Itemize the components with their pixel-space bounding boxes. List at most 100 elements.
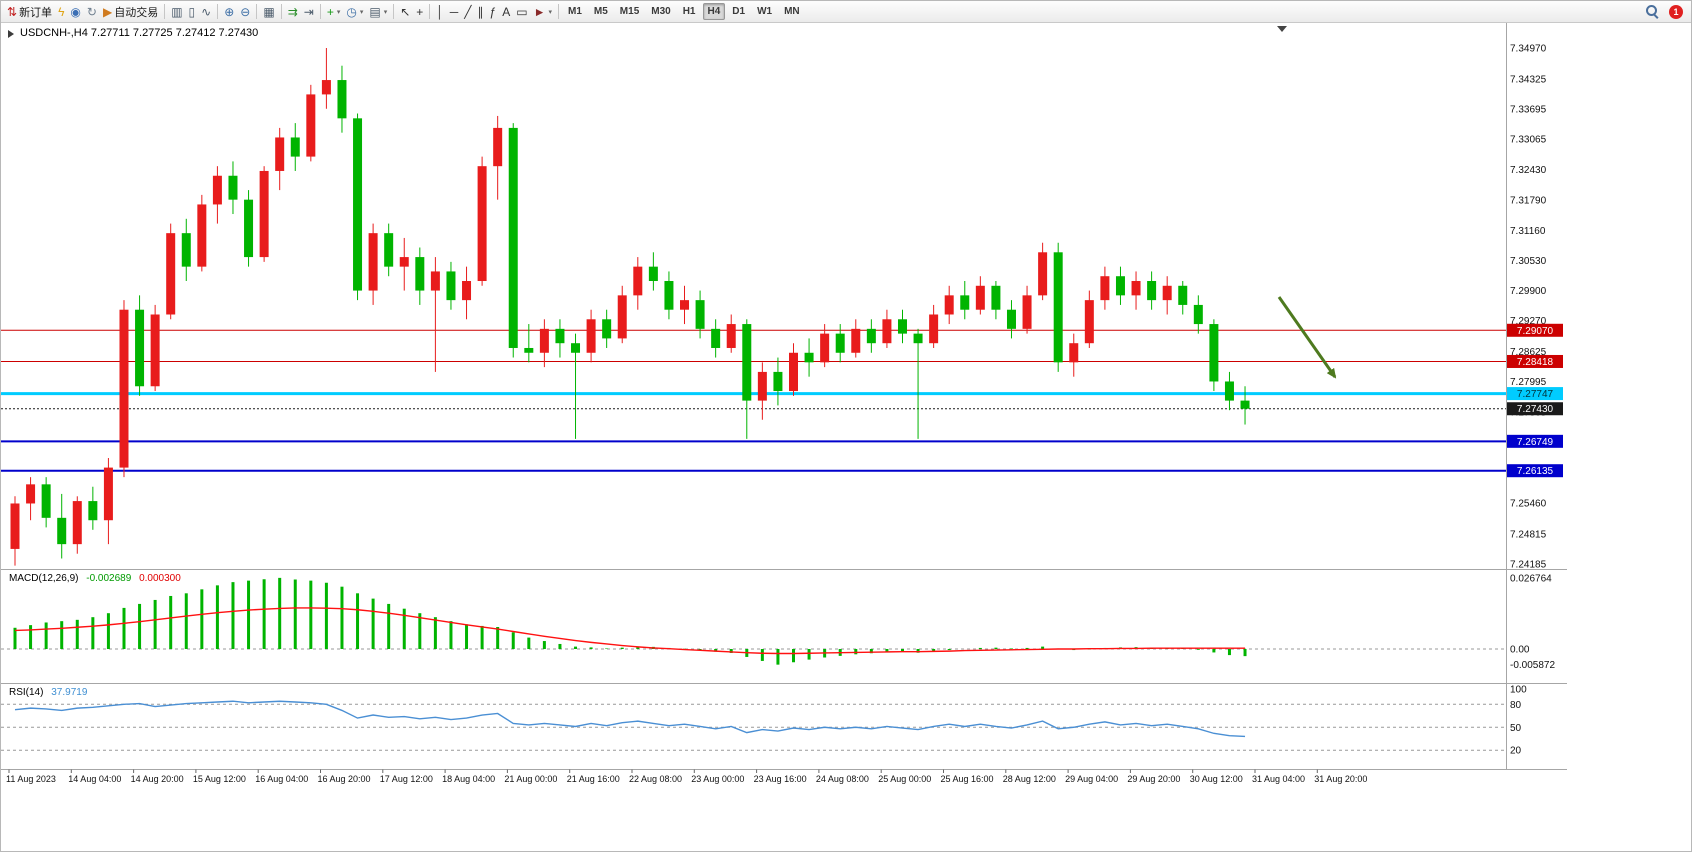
candle-body	[197, 204, 207, 267]
templates-button[interactable]: ▤ ▾	[366, 3, 390, 21]
candle-body	[259, 170, 269, 258]
tile-windows-button[interactable]: ▦	[260, 3, 277, 21]
candle-body	[135, 309, 145, 387]
time-label: 18 Aug 04:00	[442, 774, 495, 784]
candle-body	[150, 314, 160, 387]
periods-button[interactable]: ◷ ▾	[343, 3, 366, 21]
trendline-button[interactable]: ╱	[461, 3, 474, 21]
search-icon[interactable]	[1645, 4, 1660, 19]
chart-shift-button[interactable]: ⇥	[301, 3, 317, 21]
text-label-button[interactable]: ▭	[513, 3, 530, 21]
time-axis[interactable]	[1, 770, 1506, 786]
price-tick-label: 7.24185	[1510, 560, 1547, 571]
candle-body	[88, 501, 98, 521]
candle-body	[726, 324, 736, 348]
candle-body	[539, 328, 549, 353]
vertical-line-button[interactable]: │	[433, 3, 447, 21]
macd-signal-line	[14, 607, 1246, 655]
price-tick-label: 7.34325	[1510, 74, 1547, 85]
zoom-out-button[interactable]: ⊖	[237, 3, 253, 21]
candle-body	[353, 118, 363, 291]
channel-button[interactable]: ∥	[475, 3, 487, 21]
candle-body	[866, 328, 876, 344]
toolbar-right-cluster: 1	[1645, 4, 1691, 19]
line-chart-icon: ∿	[201, 4, 212, 19]
rsi-axis-label: 50	[1510, 723, 1522, 734]
refresh-icon: ↻	[86, 4, 97, 19]
candle-body	[306, 94, 316, 157]
timeframe-mn-button[interactable]: MN	[784, 6, 800, 17]
one-click-trading-toggle-icon[interactable]	[8, 30, 14, 38]
candle-body	[757, 371, 767, 401]
candle-body	[835, 333, 845, 353]
notification-badge[interactable]: 1	[1669, 4, 1683, 19]
timeframe-m1-button[interactable]: M1	[567, 6, 582, 17]
timeframe-w1-button[interactable]: W1	[757, 6, 773, 17]
timeframe-h1-button[interactable]: H1	[682, 6, 696, 17]
time-label: 11 Aug 2023	[6, 774, 56, 784]
candle-body	[1100, 276, 1110, 301]
vertical-line-icon: │	[436, 4, 444, 19]
candle-body	[960, 295, 970, 310]
annotation-arrow[interactable]	[1277, 296, 1337, 379]
auto-scroll-button[interactable]: ⇉	[285, 3, 301, 21]
candle-body	[820, 333, 830, 363]
candle-body	[975, 285, 985, 310]
fibonacci-button[interactable]: ƒ	[487, 3, 500, 21]
time-label: 31 Aug 20:00	[1314, 774, 1367, 784]
time-label: 25 Aug 16:00	[941, 774, 994, 784]
crosshair-icon: +	[416, 4, 424, 19]
candle-body	[586, 319, 596, 353]
horizontal-line-button[interactable]: ─	[447, 3, 462, 21]
price-axis[interactable]	[1507, 23, 1567, 769]
time-label: 23 Aug 16:00	[754, 774, 807, 784]
periods-icon: ◷	[346, 4, 357, 19]
metaeditor-button[interactable]: ϟ	[55, 3, 67, 21]
candle-body	[571, 343, 581, 353]
timeframe-m15-button[interactable]: M15	[619, 6, 640, 17]
bar-chart-icon: ▥	[171, 4, 183, 19]
resistance-line-2-badge-label: 7.28418	[1517, 357, 1554, 368]
new-order-button[interactable]: ⇅ 新订单	[4, 3, 55, 21]
candle-body	[181, 233, 191, 267]
caret-down-icon: ▾	[336, 8, 341, 16]
timeframe-m30-button[interactable]: M30	[651, 6, 671, 17]
timeframe-h4-button[interactable]: H4	[702, 3, 726, 20]
macd-axis-label: 0.026764	[1510, 574, 1552, 585]
indicators-button[interactable]: + ▾	[324, 3, 344, 21]
arrows-button[interactable]: ► ▾	[531, 3, 555, 21]
timeframe-d1-button[interactable]: D1	[732, 6, 746, 17]
time-label: 23 Aug 00:00	[691, 774, 744, 784]
zoom-in-button[interactable]: ⊕	[221, 3, 237, 21]
autotrading-button[interactable]: ▶ 自动交易	[100, 3, 161, 21]
cursor-button[interactable]: ↖	[397, 3, 413, 21]
bar-chart-button[interactable]: ▥	[168, 3, 185, 21]
candle-body	[695, 300, 705, 329]
refresh-button[interactable]: ↻	[84, 3, 100, 21]
text-button[interactable]: A	[499, 3, 513, 21]
candle-body	[1022, 295, 1032, 329]
line-chart-button[interactable]: ∿	[198, 3, 214, 21]
indicators-icon: +	[326, 4, 334, 19]
chart-shift-marker[interactable]	[1277, 26, 1287, 32]
candle-body	[493, 127, 503, 167]
toolbar-separator	[557, 4, 559, 19]
text-label-icon: ▭	[516, 4, 528, 19]
support-line-blue-2-badge-label: 7.26135	[1517, 466, 1554, 477]
price-tick-label: 7.34970	[1510, 44, 1547, 55]
arrows-icon: ►	[533, 4, 546, 19]
candle-body	[991, 285, 1001, 310]
candle-body	[399, 257, 409, 267]
candlestick-chart-button[interactable]: ▯	[186, 3, 199, 21]
macd-name: MACD(12,26,9)	[9, 573, 79, 584]
timeframe-m5-button[interactable]: M5	[593, 6, 608, 17]
candle-body	[804, 352, 814, 363]
new-order-button-label: 新订单	[19, 6, 53, 19]
crosshair-button[interactable]: +	[413, 3, 426, 21]
candles-layer	[10, 48, 1250, 566]
toolbar-separator	[256, 4, 258, 19]
market-watch-button[interactable]: ◉	[67, 3, 83, 21]
templates-icon: ▤	[369, 4, 381, 19]
